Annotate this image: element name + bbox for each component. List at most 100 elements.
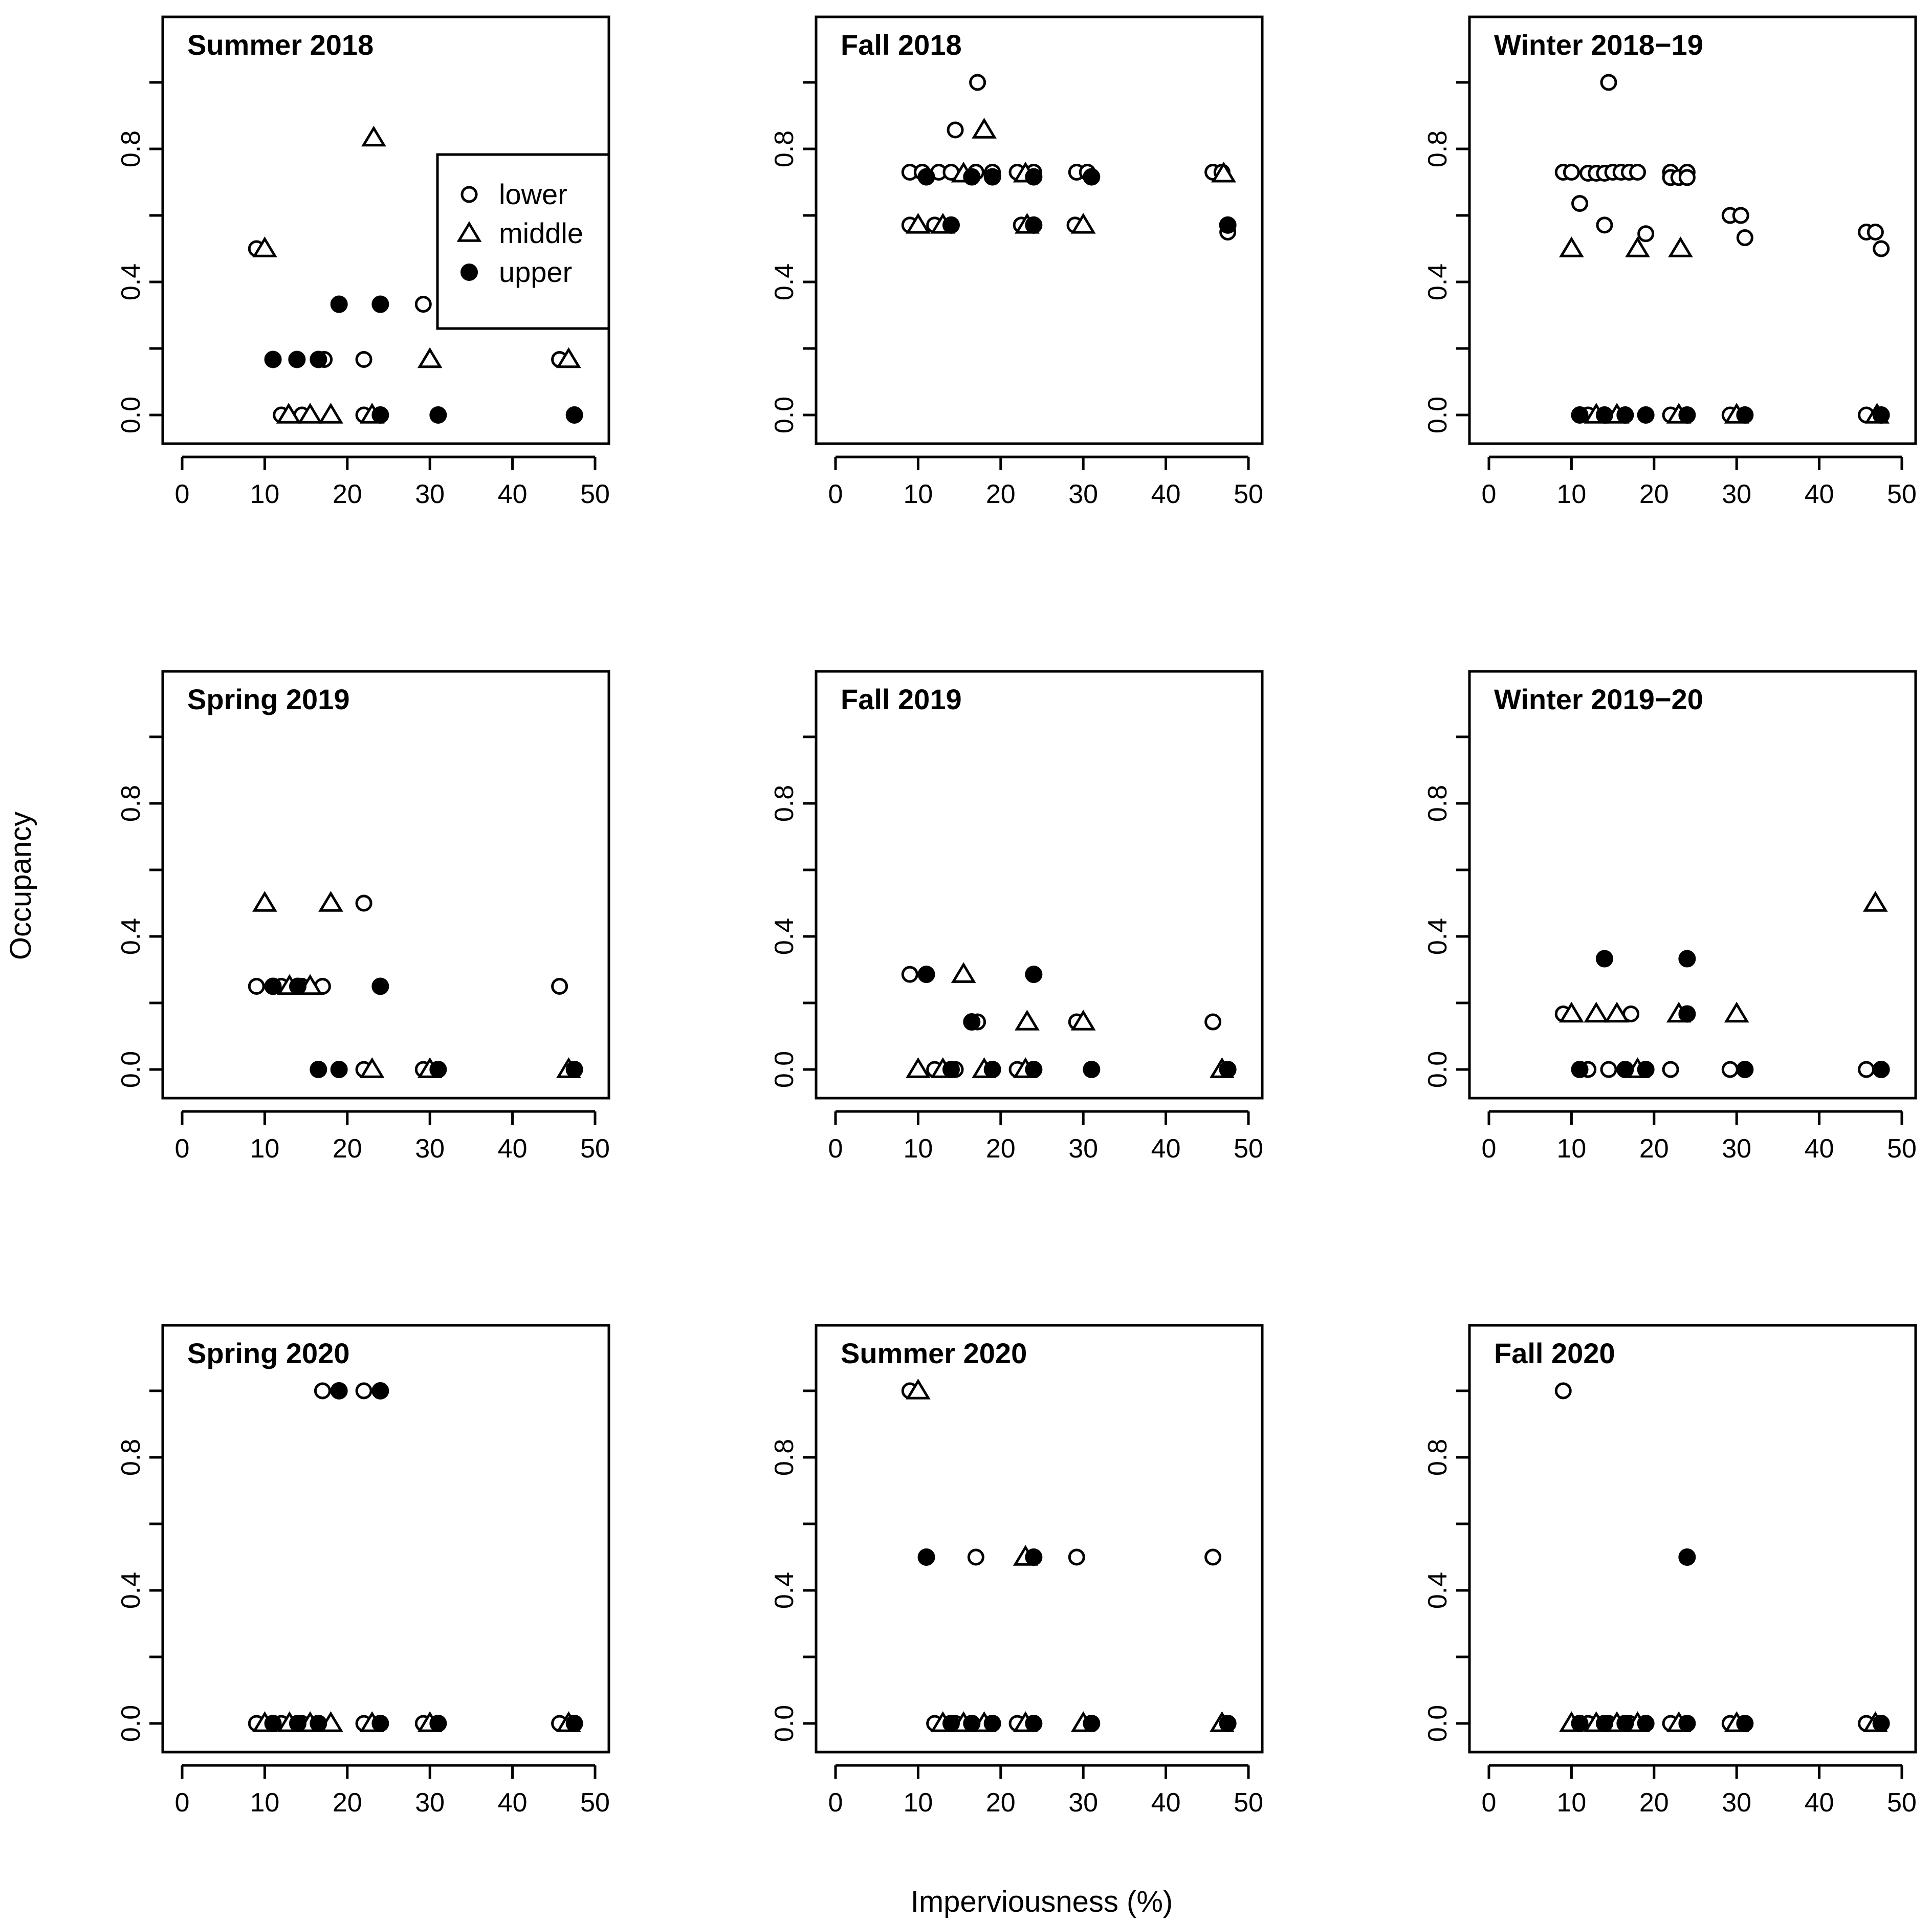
scatter-panel: 0.0 0.4 0.8 0 10 20 30 40 50 Winter 2018−19	[1423, 15, 1917, 509]
scatter-panel: 0.0 0.4 0.8 0 10 20 30 40 50 Winter 2019−20	[1423, 670, 1917, 1164]
x-tick-label: 20	[1639, 479, 1669, 509]
point-lower	[1732, 207, 1749, 224]
point-upper	[1678, 950, 1696, 968]
y-axis-label: Occupancy	[4, 812, 37, 960]
point-lower	[355, 1382, 372, 1400]
point-upper	[917, 966, 935, 984]
point-middle	[906, 212, 931, 234]
point-upper	[330, 295, 348, 313]
point-upper	[1025, 1061, 1043, 1078]
panel-title: Fall 2019	[841, 683, 962, 715]
point-upper	[565, 1061, 583, 1078]
x-tick-label: 0	[1482, 1788, 1497, 1818]
legend-label-lower: lower	[499, 178, 567, 210]
point-upper	[1595, 406, 1613, 424]
point-lower	[1736, 229, 1753, 247]
plot-frame	[161, 1324, 610, 1754]
x-tick-label: 0	[175, 1788, 190, 1818]
x-tick-label: 10	[1556, 1134, 1586, 1164]
point-upper	[1872, 1715, 1890, 1732]
x-tick-label: 40	[1805, 1788, 1834, 1818]
point-middle	[1604, 1001, 1630, 1023]
point-lower	[355, 351, 372, 368]
legend-label-upper: upper	[499, 256, 572, 288]
point-upper	[1678, 406, 1696, 424]
x-tick-label: 50	[1887, 1134, 1917, 1164]
x-tick-label: 20	[1639, 1134, 1669, 1164]
plot-frame	[1468, 670, 1917, 1100]
point-middle	[276, 403, 301, 424]
point-upper	[1219, 1061, 1237, 1078]
x-tick-label: 40	[498, 1134, 528, 1164]
x-tick-label: 30	[1722, 479, 1751, 509]
point-upper	[983, 1061, 1001, 1078]
x-tick-label: 0	[175, 1134, 190, 1164]
y-tick-label: 0.0	[770, 1705, 799, 1742]
x-tick-label: 30	[1722, 1788, 1751, 1818]
point-upper	[371, 977, 389, 995]
point-upper	[1219, 1715, 1237, 1732]
plot-frame	[815, 1324, 1264, 1754]
point-upper	[371, 406, 389, 424]
x-tick-label: 50	[1234, 479, 1263, 509]
point-upper	[1025, 966, 1043, 984]
x-tick-label: 0	[175, 479, 190, 509]
y-tick-label: 0.4	[116, 1572, 146, 1609]
point-upper	[1678, 1548, 1696, 1566]
x-tick-label: 50	[580, 1788, 610, 1818]
x-tick-label: 50	[1887, 1788, 1917, 1818]
point-upper	[371, 295, 389, 313]
x-tick-label: 40	[1151, 479, 1181, 509]
point-upper	[963, 1013, 981, 1031]
x-tick-label: 0	[828, 1134, 843, 1164]
point-upper	[1616, 1715, 1634, 1732]
point-upper	[1736, 1061, 1754, 1078]
point-upper	[565, 1715, 583, 1732]
x-tick-label: 20	[1639, 1788, 1669, 1818]
scatter-panel: 0.0 0.4 0.8 0 10 20 30 40 50 Summer 2018 lower midd…	[116, 15, 610, 509]
point-lower	[969, 74, 986, 91]
point-lower	[1629, 164, 1646, 181]
point-upper	[1219, 216, 1237, 234]
point-upper	[264, 1715, 282, 1732]
point-lower	[967, 1548, 984, 1566]
point-middle	[1211, 161, 1236, 183]
point-upper	[330, 1061, 348, 1078]
point-lower	[947, 121, 964, 139]
point-lower	[1858, 1061, 1875, 1078]
x-tick-label: 20	[333, 479, 362, 509]
x-tick-label: 30	[1068, 1788, 1098, 1818]
y-tick-label: 0.0	[1423, 1051, 1453, 1088]
x-tick-label: 20	[333, 1134, 362, 1164]
panel-title: Fall 2020	[1494, 1337, 1615, 1369]
point-lower	[1600, 74, 1617, 91]
y-tick-label: 0.4	[770, 918, 799, 955]
point-lower	[1204, 1013, 1222, 1031]
point-upper	[942, 216, 960, 234]
x-tick-label: 40	[498, 479, 528, 509]
x-tick-label: 40	[498, 1788, 528, 1818]
x-tick-label: 40	[1805, 1134, 1834, 1164]
x-tick-label: 20	[986, 479, 1016, 509]
point-upper	[942, 1715, 960, 1732]
x-axis-label: Imperviousness (%)	[911, 1885, 1173, 1918]
point-middle	[318, 891, 343, 912]
x-tick-label: 30	[415, 479, 445, 509]
point-middle	[906, 1379, 931, 1400]
point-upper	[983, 1715, 1001, 1732]
scatter-panel: 0.0 0.4 0.8 0 10 20 30 40 50 Fall 2020	[1423, 1324, 1917, 1818]
point-upper	[963, 1715, 981, 1732]
x-tick-label: 40	[1151, 1788, 1181, 1818]
point-lower	[314, 1382, 331, 1400]
point-upper	[330, 1382, 348, 1400]
y-tick-label: 0.4	[770, 1572, 799, 1609]
point-upper	[1616, 1061, 1634, 1078]
point-upper	[1872, 406, 1890, 424]
point-lower	[1662, 1061, 1679, 1078]
y-tick-label: 0.4	[116, 918, 146, 955]
point-lower	[1571, 195, 1589, 212]
point-upper	[1637, 1061, 1655, 1078]
point-upper	[1571, 1061, 1589, 1078]
point-upper	[1736, 406, 1754, 424]
point-upper	[289, 1715, 306, 1732]
